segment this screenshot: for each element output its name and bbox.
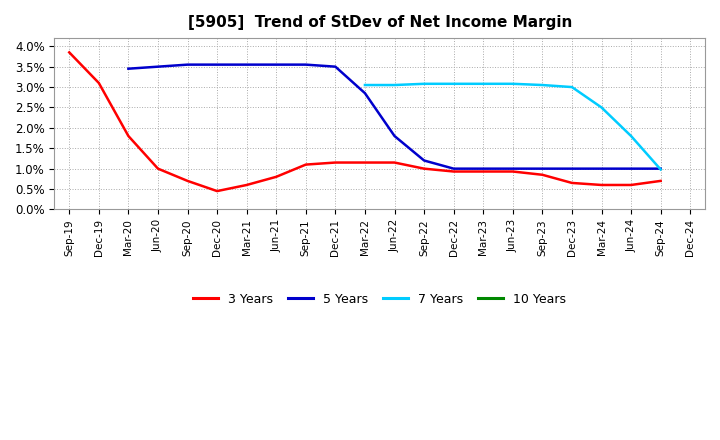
5 Years [183,62,192,67]
5 Years [449,166,458,171]
7 Years [538,82,546,88]
3 Years [94,81,103,86]
Title: [5905]  Trend of StDev of Net Income Margin: [5905] Trend of StDev of Net Income Marg… [187,15,572,30]
3 Years [213,188,222,194]
5 Years [538,166,546,171]
5 Years [361,91,369,96]
3 Years [183,178,192,183]
3 Years [420,166,428,171]
3 Years [153,166,162,171]
5 Years [657,166,665,171]
7 Years [479,81,487,86]
5 Years [124,66,132,71]
Line: 5 Years: 5 Years [128,65,661,169]
5 Years [567,166,576,171]
5 Years [213,62,222,67]
3 Years [361,160,369,165]
3 Years [390,160,399,165]
5 Years [272,62,281,67]
3 Years [302,162,310,167]
7 Years [597,105,606,110]
7 Years [390,82,399,88]
7 Years [567,84,576,90]
7 Years [361,82,369,88]
5 Years [626,166,635,171]
3 Years [479,169,487,174]
5 Years [479,166,487,171]
7 Years [626,133,635,139]
3 Years [124,133,132,139]
7 Years [508,81,517,86]
7 Years [449,81,458,86]
Line: 7 Years: 7 Years [365,84,661,169]
5 Years [390,133,399,139]
Legend: 3 Years, 5 Years, 7 Years, 10 Years: 3 Years, 5 Years, 7 Years, 10 Years [188,288,572,311]
3 Years [538,172,546,177]
5 Years [420,158,428,163]
Line: 3 Years: 3 Years [69,52,661,191]
3 Years [657,178,665,183]
3 Years [597,182,606,187]
3 Years [508,169,517,174]
5 Years [302,62,310,67]
5 Years [597,166,606,171]
3 Years [626,182,635,187]
5 Years [153,64,162,70]
3 Years [331,160,340,165]
3 Years [272,174,281,180]
3 Years [449,169,458,174]
7 Years [657,167,665,172]
5 Years [243,62,251,67]
5 Years [508,166,517,171]
5 Years [331,64,340,70]
7 Years [420,81,428,86]
3 Years [243,182,251,187]
3 Years [65,50,73,55]
3 Years [567,180,576,186]
